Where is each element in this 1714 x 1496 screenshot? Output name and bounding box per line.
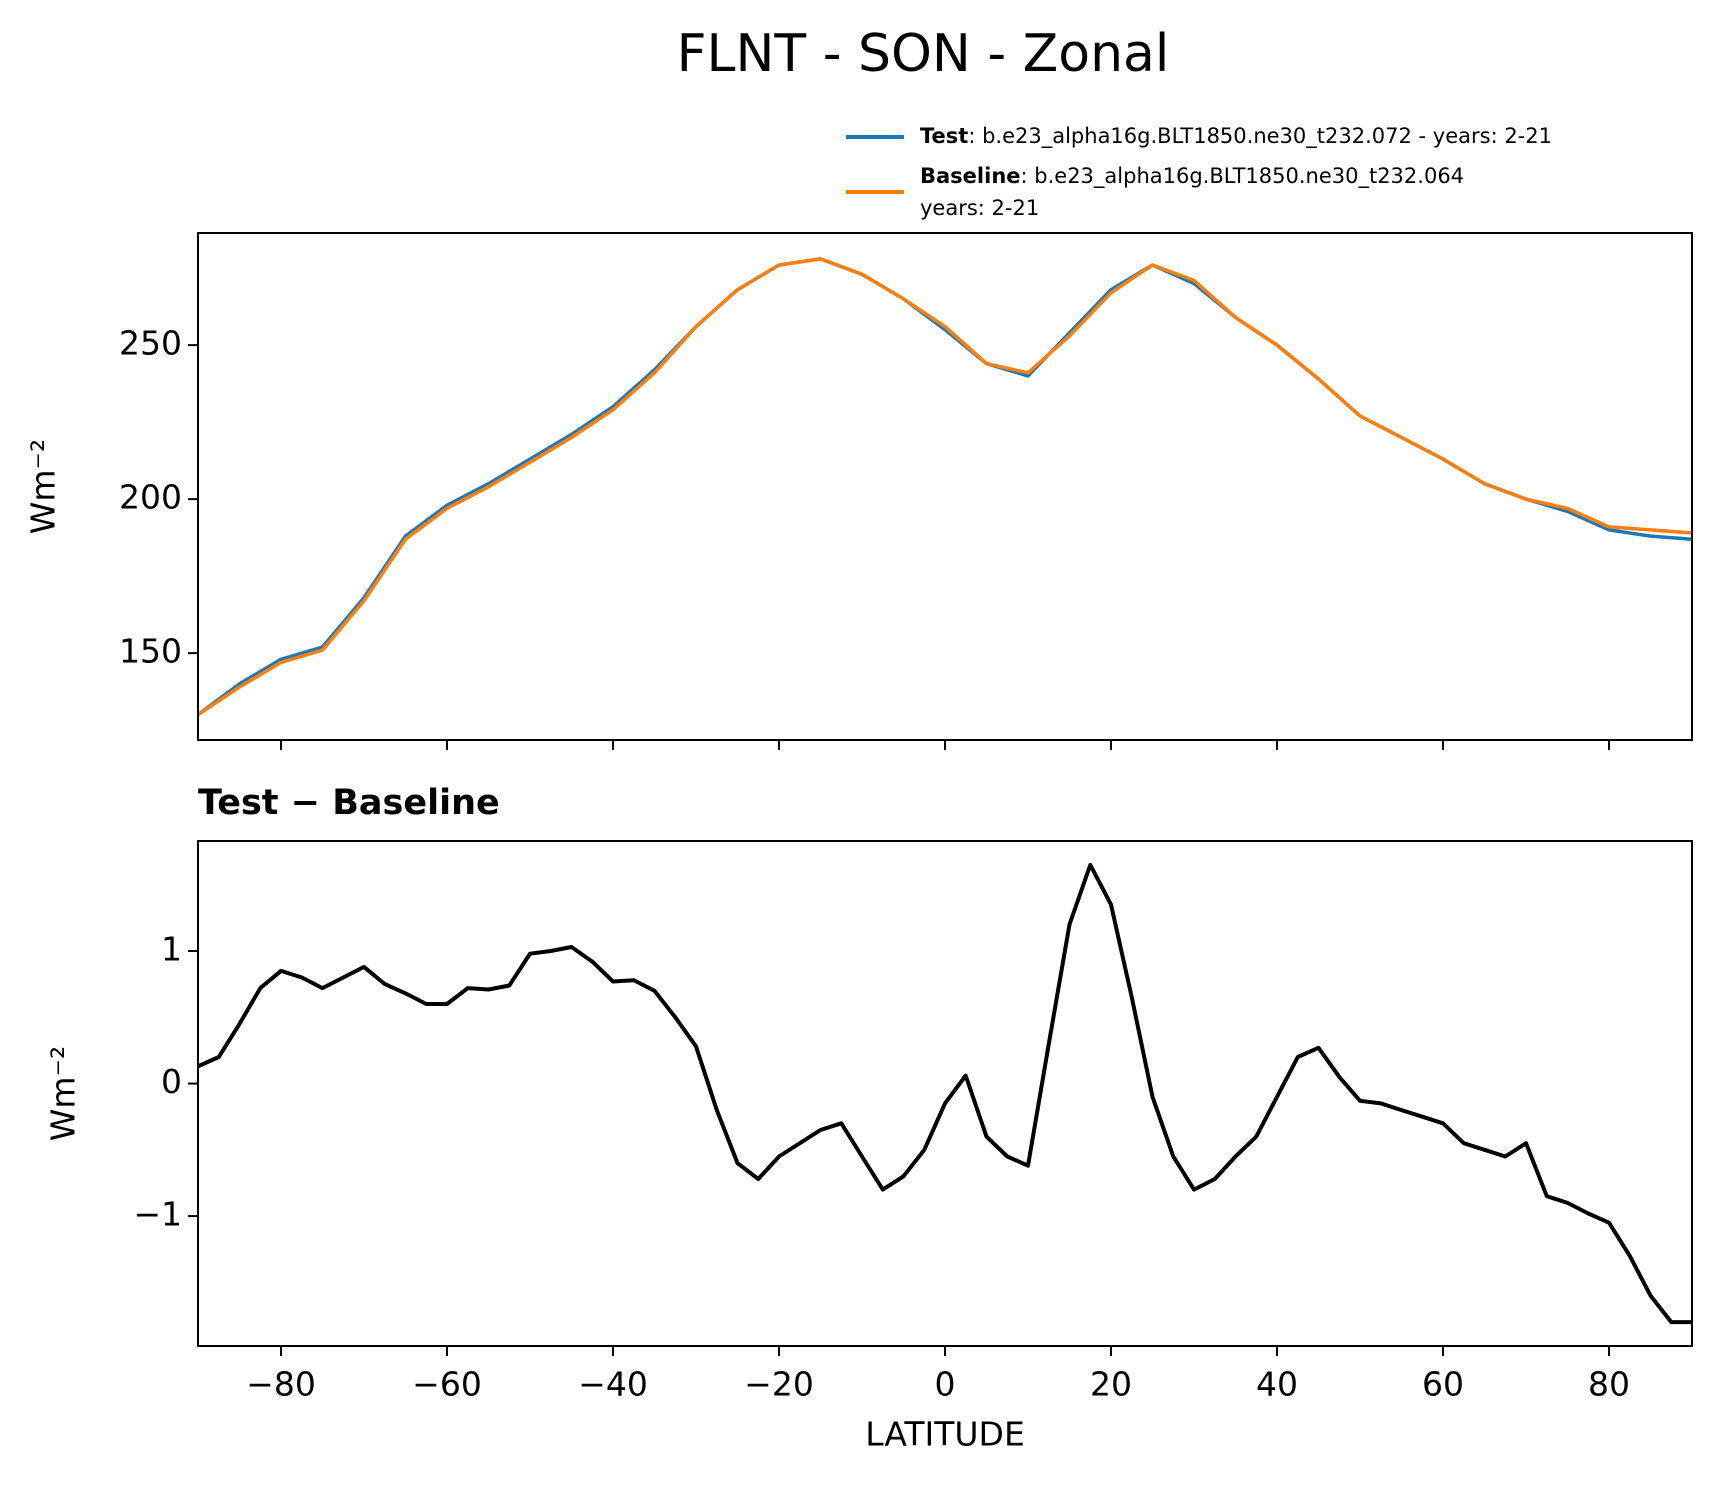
legend-entry: Test: b.e23_alpha16g.BLT1850.ne30_t232.0… [920,124,1552,149]
legend-description: : b.e23_alpha16g.BLT1850.ne30_t232.072 -… [968,124,1552,149]
x-tick-label: 60 [1422,1365,1464,1404]
y-axis-label: Wm⁻² [24,439,63,534]
x-tick-label: −40 [578,1365,648,1404]
y-tick-label: −1 [133,1195,182,1234]
legend-name: Test [920,124,968,148]
x-tick-label: −60 [412,1365,482,1404]
x-tick-label: −80 [246,1365,316,1404]
x-tick-label: 0 [935,1365,956,1404]
y-tick-label: 0 [161,1062,182,1101]
y-tick-label: 150 [119,632,182,671]
x-tick-label: 80 [1588,1365,1630,1404]
axes-frame [197,232,1693,741]
legend-entry: Baseline: b.e23_alpha16g.BLT1850.ne30_t2… [920,164,1464,189]
series-line [198,862,1692,1325]
x-axis-label: LATITUDE [865,1415,1025,1454]
x-tick-label: 40 [1256,1365,1298,1404]
y-tick-label: 200 [119,478,182,517]
y-tick-label: 250 [119,324,182,363]
series-line [198,257,1692,717]
axes-title: Test − Baseline [198,783,500,823]
legend-name: Baseline [920,164,1021,188]
y-tick-label: 1 [161,930,182,969]
x-tick-label: −20 [744,1365,814,1404]
figure-title: FLNT - SON - Zonal [677,24,1170,84]
legend-description: years: 2-21 [920,196,1039,220]
legend-description: : b.e23_alpha16g.BLT1850.ne30_t232.064 [1021,164,1465,189]
y-axis-label: Wm⁻² [44,1046,83,1141]
axes-frame [197,840,1693,1347]
x-tick-label: 20 [1090,1365,1132,1404]
